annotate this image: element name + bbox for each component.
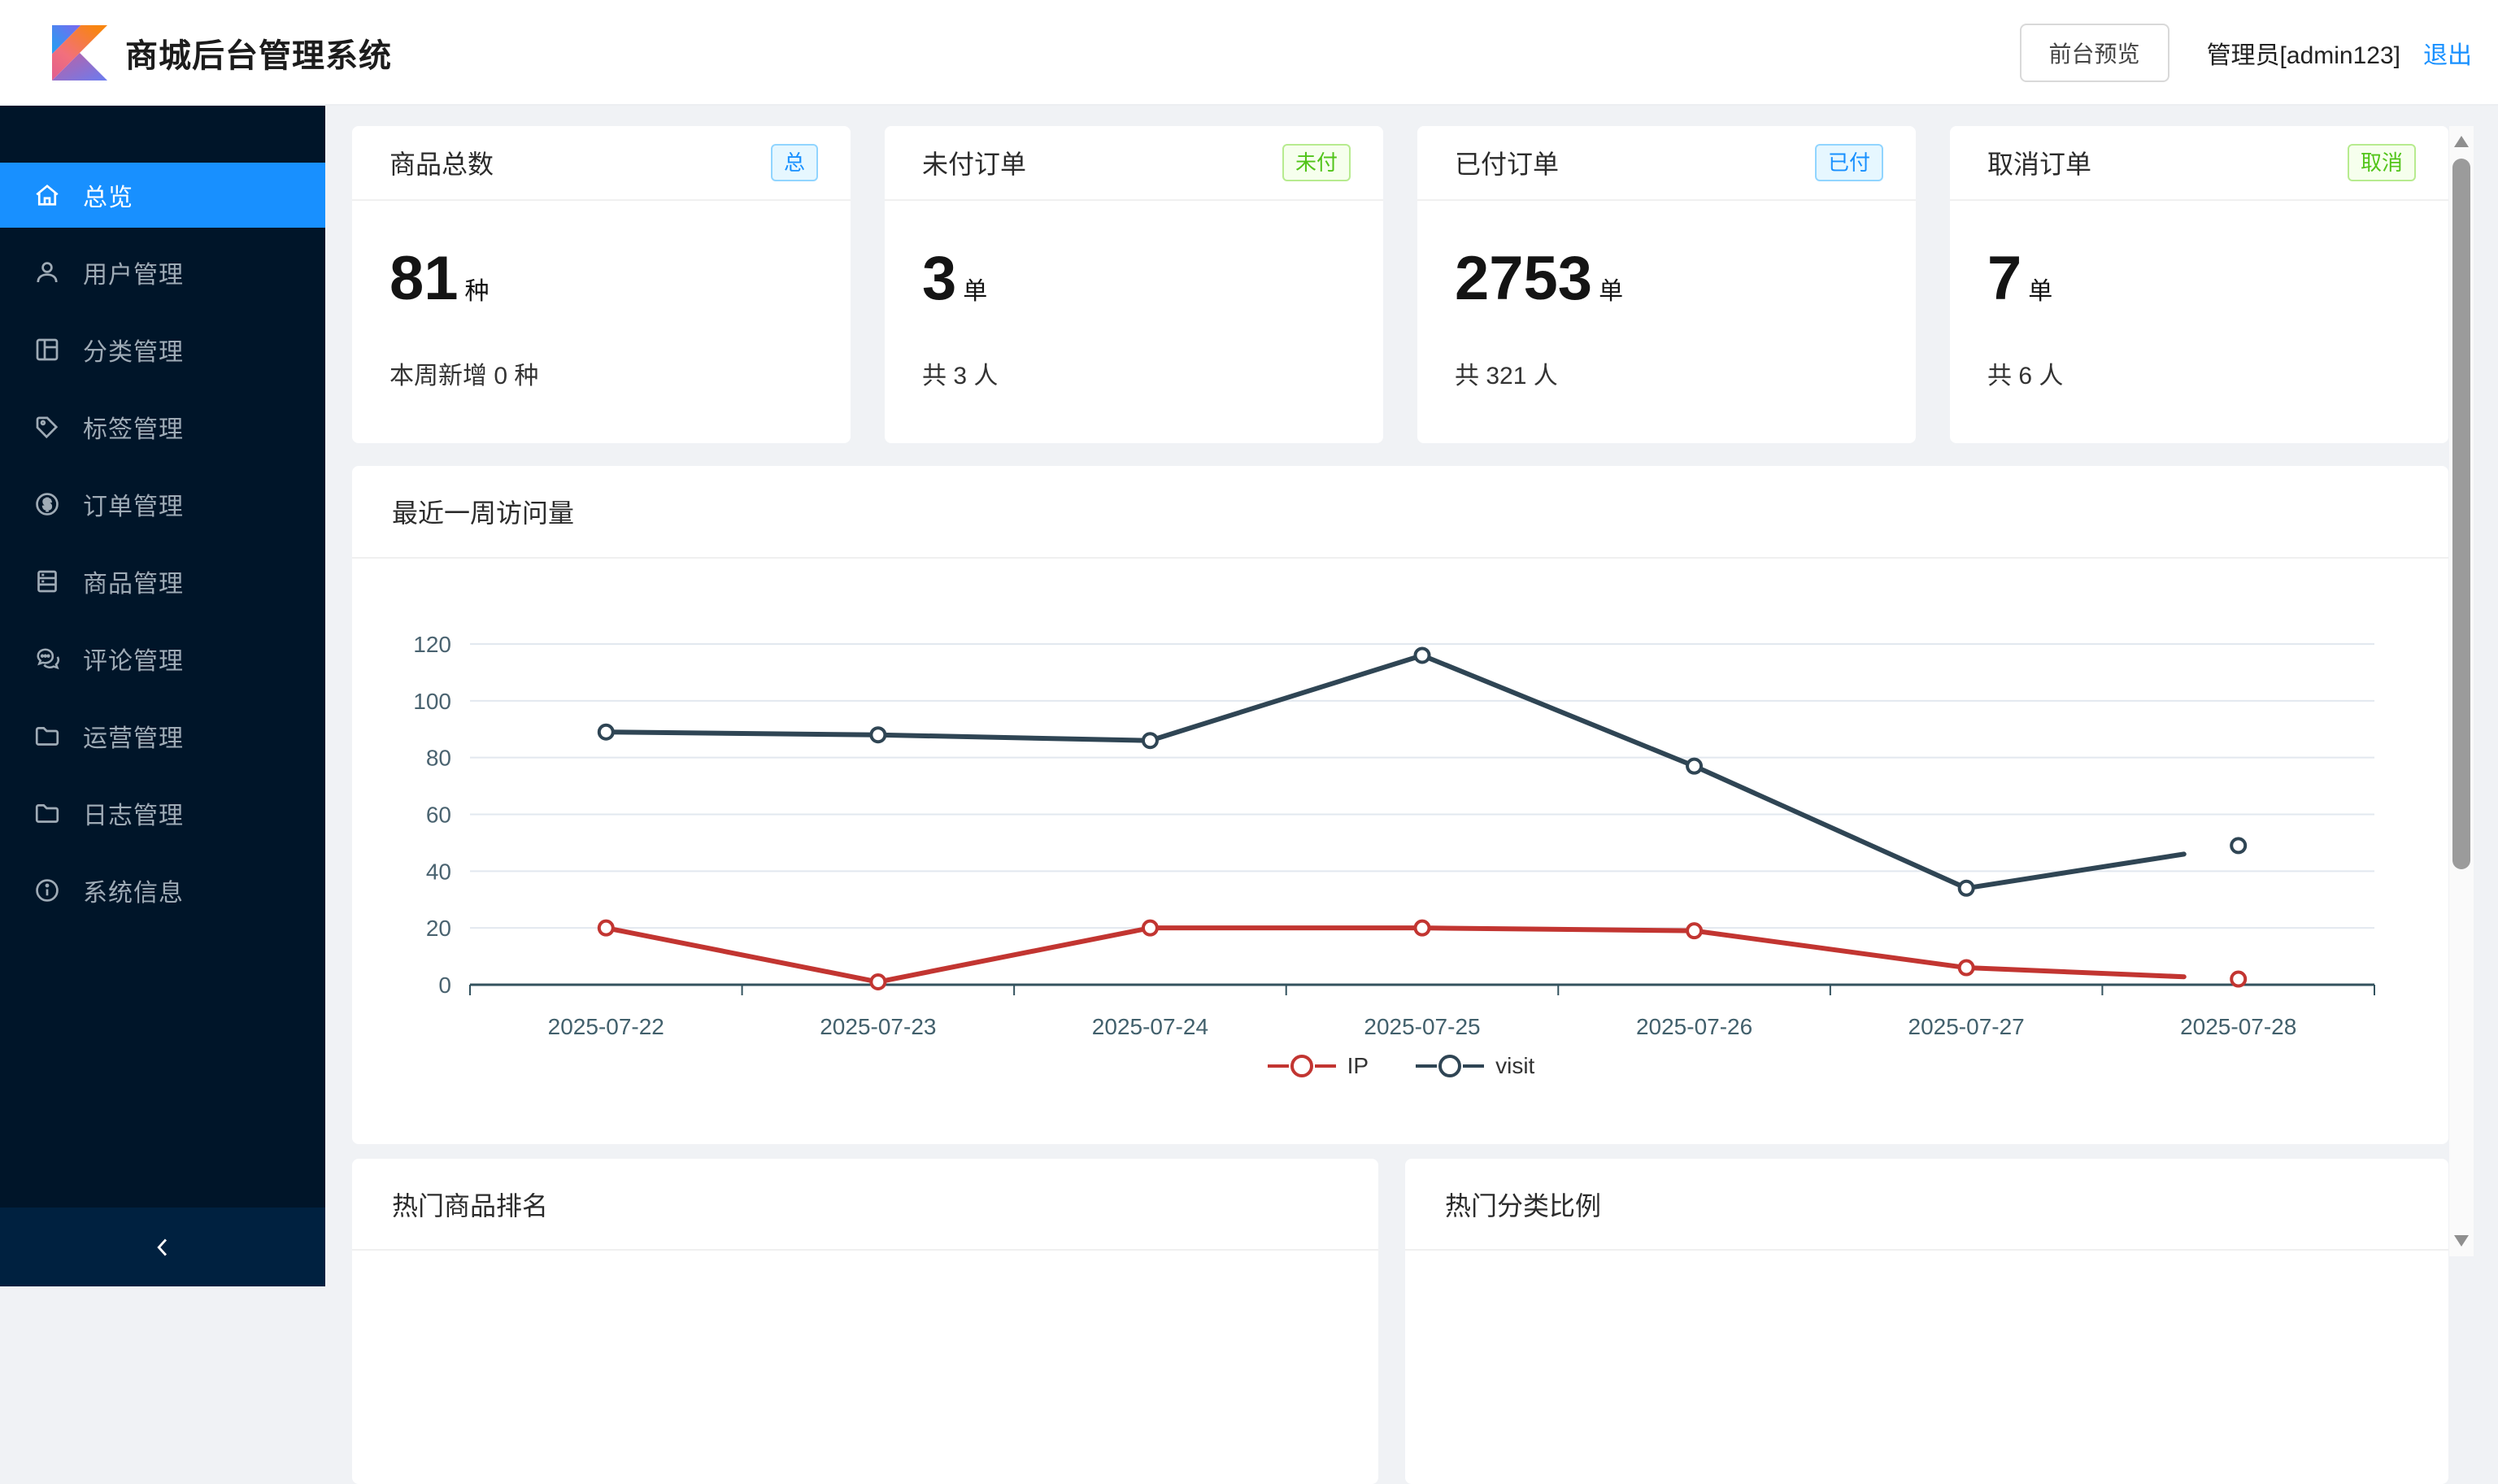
- stat-card-total-products: 商品总数 总 81 种 本周新增 0 种: [352, 126, 851, 443]
- info-icon: [36, 879, 59, 902]
- hot-categories-title: 热门分类比例: [1445, 1190, 1602, 1221]
- stat-footnote: 共 3 人: [922, 363, 999, 389]
- weekly-visits-line-chart: 0 20 40 60 80 100 120 2025-07-22 2025-07-23 2025-…: [413, 632, 2375, 1039]
- weekly-visits-card: 最近一周访问量 0 20 40 60 80 100 120 2025-07-22 2025-07…: [352, 466, 2448, 1144]
- logout-link[interactable]: 退出: [2423, 42, 2472, 69]
- stat-card-title: 已付订单: [1455, 150, 1560, 179]
- frontend-preview-button[interactable]: 前台预览: [2019, 24, 2169, 82]
- stat-card-title: 未付订单: [922, 150, 1027, 179]
- chevron-down-icon: [270, 801, 294, 825]
- chevron-left-icon: [157, 1238, 168, 1256]
- stat-value: 2753 单: [1455, 244, 1624, 313]
- sidebar-item-label: 分类管理: [83, 339, 184, 366]
- svg-text:2025-07-28: 2025-07-28: [2180, 1014, 2296, 1039]
- chevron-down-icon: [270, 724, 294, 748]
- hot-products-title: 热门商品排名: [392, 1190, 549, 1221]
- sidebar-item-categories[interactable]: 分类管理: [0, 317, 325, 382]
- home-icon: [36, 185, 59, 206]
- status-badge: 取消: [2347, 144, 2416, 181]
- status-badge: 未付: [1282, 144, 1351, 181]
- svg-text:0: 0: [438, 973, 451, 998]
- svg-text:80: 80: [426, 746, 451, 771]
- sidebar-menu: 总览 用户管理 分类管理 标签管理 $: [0, 163, 325, 935]
- sidebar-item-label: 系统信息: [83, 880, 184, 907]
- sidebar-item-label: 用户管理: [83, 262, 184, 289]
- sidebar-item-operations[interactable]: 运营管理: [0, 703, 325, 768]
- sidebar-item-products[interactable]: 商品管理: [0, 549, 325, 614]
- svg-text:60: 60: [426, 803, 451, 828]
- stat-value: 81 种: [389, 244, 490, 313]
- legend-item-visit[interactable]: visit: [1414, 1053, 1534, 1079]
- folder-icon: [35, 804, 59, 823]
- sidebar-item-label: 标签管理: [83, 416, 184, 443]
- user-icon: [37, 262, 58, 283]
- sidebar-item-label: 商品管理: [83, 571, 184, 598]
- legend-marker-icon: [1416, 1055, 1485, 1077]
- sidebar-collapse-button[interactable]: [0, 1208, 325, 1286]
- admin-user-label: 管理员[admin123]: [2206, 42, 2400, 69]
- stat-card-paid-orders: 已付订单 已付 2753 单 共 321 人: [1417, 126, 1916, 443]
- tag-icon: [36, 416, 59, 439]
- app-header: 商城后台管理系统 前台预览 管理员[admin123] 退出: [0, 0, 2498, 106]
- brand: 商城后台管理系统: [52, 0, 392, 106]
- stat-footnote: 共 6 人: [1987, 363, 2064, 389]
- svg-text:20: 20: [426, 916, 451, 941]
- legend-marker-icon: [1267, 1055, 1336, 1077]
- app-title: 商城后台管理系统: [125, 38, 392, 74]
- sidebar-item-orders[interactable]: $ 订单管理: [0, 472, 325, 537]
- svg-text:2025-07-25: 2025-07-25: [1364, 1014, 1480, 1039]
- stat-card-title: 商品总数: [389, 150, 494, 179]
- app-logo-icon: [52, 25, 107, 81]
- order-icon: $: [36, 493, 59, 516]
- sidebar-item-overview[interactable]: 总览: [0, 163, 325, 228]
- vertical-scrollbar[interactable]: [2449, 126, 2474, 1256]
- status-badge: 总: [770, 144, 818, 181]
- category-icon: [36, 338, 59, 361]
- svg-text:2025-07-27: 2025-07-27: [1908, 1014, 2025, 1039]
- svg-text:2025-07-26: 2025-07-26: [1636, 1014, 1752, 1039]
- scroll-up-arrow-icon[interactable]: [2454, 136, 2469, 147]
- sidebar-item-users[interactable]: 用户管理: [0, 240, 325, 305]
- header-actions: 前台预览 管理员[admin123] 退出: [2019, 0, 2472, 106]
- svg-text:100: 100: [413, 689, 451, 714]
- chart-card-title: 最近一周访问量: [392, 498, 575, 528]
- svg-text:2025-07-24: 2025-07-24: [1092, 1014, 1208, 1039]
- sidebar-item-system-info[interactable]: 系统信息: [0, 858, 325, 923]
- sidebar-item-label: 总览: [83, 185, 133, 211]
- sidebar: 总览 用户管理 分类管理 标签管理 $: [0, 106, 325, 1286]
- sidebar-item-label: 日志管理: [83, 803, 184, 829]
- status-badge: 已付: [1814, 144, 1883, 181]
- svg-text:2025-07-23: 2025-07-23: [820, 1014, 936, 1039]
- svg-text:2025-07-22: 2025-07-22: [548, 1014, 664, 1039]
- comment-icon: [37, 648, 60, 670]
- svg-text:40: 40: [426, 859, 451, 884]
- legend-item-IP[interactable]: IP: [1266, 1053, 1369, 1079]
- sidebar-item-label: 运营管理: [83, 725, 184, 752]
- hot-products-card: 热门商品排名: [352, 1159, 1378, 1484]
- scroll-down-arrow-icon[interactable]: [2454, 1235, 2469, 1247]
- sidebar-item-label: 订单管理: [83, 494, 184, 520]
- scrollbar-thumb[interactable]: [2452, 159, 2470, 869]
- chart-legend: IP visit: [352, 1053, 2448, 1079]
- hot-categories-card: 热门分类比例: [1405, 1159, 2448, 1484]
- sidebar-item-label: 评论管理: [83, 648, 184, 675]
- svg-text:$: $: [43, 496, 51, 512]
- sidebar-item-comments[interactable]: 评论管理: [0, 626, 325, 691]
- product-icon: [37, 570, 57, 593]
- svg-text:120: 120: [413, 632, 451, 657]
- stat-footnote: 共 321 人: [1455, 363, 1558, 389]
- sidebar-item-logs[interactable]: 日志管理: [0, 781, 325, 846]
- sidebar-item-tags[interactable]: 标签管理: [0, 394, 325, 459]
- stat-card-title: 取消订单: [1987, 150, 2092, 179]
- folder-icon: [35, 727, 59, 746]
- stat-footnote: 本周新增 0 种: [389, 363, 539, 389]
